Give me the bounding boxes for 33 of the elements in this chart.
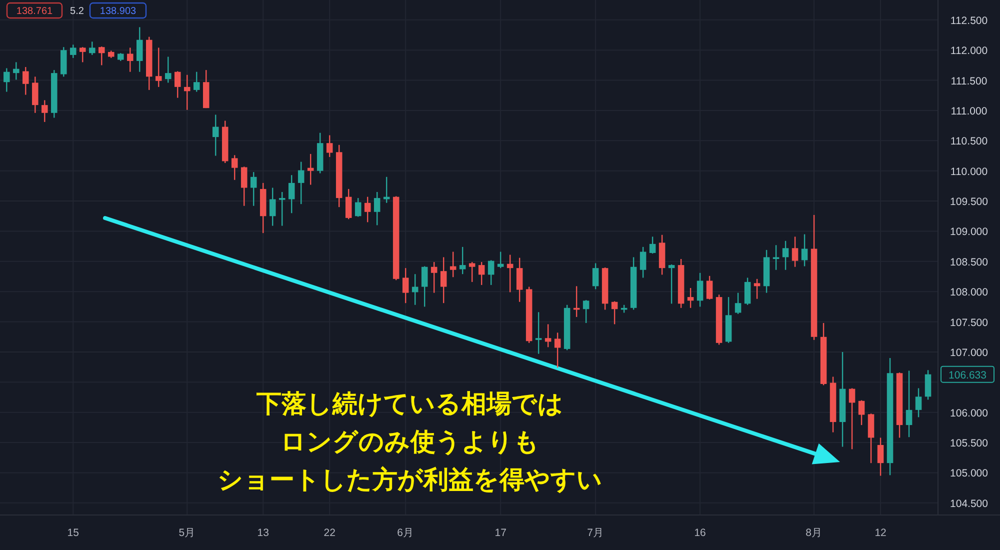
y-tick-label: 109.500 (950, 196, 988, 208)
y-tick-label: 112.000 (950, 45, 988, 58)
y-tick-label: 108.500 (950, 256, 988, 268)
annotation: ロングのみ使うよりも (280, 427, 540, 456)
x-tick-label: 13 (257, 527, 270, 539)
y-tick-label: 109.000 (950, 226, 988, 238)
x-tick-label: 17 (494, 527, 507, 539)
y-tick-label: 110.500 (950, 136, 988, 148)
y-tick-label: 105.500 (950, 438, 988, 450)
y-tick-label: 111.000 (950, 105, 988, 118)
x-tick-label: 16 (694, 527, 706, 539)
y-tick-label: 104.500 (950, 498, 988, 510)
text: 106.633 (948, 369, 987, 382)
y-tick-label: 111.500 (950, 75, 988, 88)
y-tick-label: 107.500 (950, 316, 988, 329)
x-tick-label: 6月 (397, 527, 414, 539)
annotation: 138.761 (16, 6, 54, 17)
annotation: ショートした方が利益を得やすい (218, 465, 602, 494)
x-tick-label: 7月 (587, 527, 604, 539)
y-tick-label: 110.000 (950, 166, 988, 178)
y-tick-label: 112.500 (950, 14, 988, 27)
x-tick-label: 15 (67, 527, 80, 539)
annotation: 下落し続けている相場では (256, 389, 564, 418)
x-tick-label: 22 (324, 527, 336, 539)
x-tick-label: 12 (874, 527, 887, 539)
y-tick-label: 106.000 (950, 407, 988, 420)
y-tick-label: 108.000 (950, 286, 988, 299)
y-tick-label: 105.000 (950, 468, 988, 480)
annotation: 5.2 (70, 6, 84, 17)
x-tick-label: 5月 (178, 527, 196, 539)
x-tick-label: 8月 (806, 527, 822, 539)
y-tick-label: 107.000 (950, 346, 988, 359)
annotation: 138.903 (100, 6, 137, 17)
